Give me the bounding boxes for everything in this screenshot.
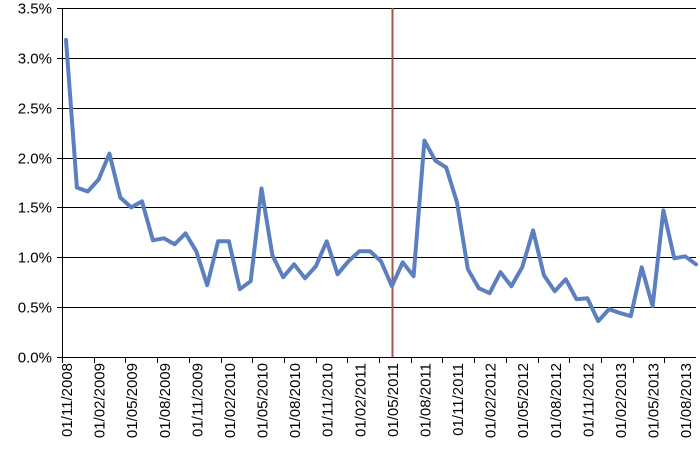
x-tick-label: 01/02/2011 (352, 363, 369, 437)
x-tick-label: 01/05/2012 (515, 363, 532, 438)
y-tick-label: 2.0% (18, 151, 52, 168)
x-tick-label: 01/05/2010 (255, 363, 272, 438)
y-tick-label: 1.0% (18, 250, 52, 267)
x-tick-label: 01/05/2009 (124, 363, 141, 438)
y-tick-label: 2.5% (18, 101, 52, 118)
x-tick-label: 01/05/2011 (385, 363, 402, 437)
x-tick-label: 01/11/2009 (189, 363, 206, 437)
x-tick-label: 01/02/2012 (483, 363, 500, 438)
y-tick-label: 3.5% (18, 1, 52, 18)
x-tick-label: 01/11/2012 (580, 363, 597, 437)
y-tick-labels: 0.0% 0.5% 1.0% 1.5% 2.0% 2.5% 3.0% 3.5% (18, 1, 52, 367)
x-tick-label: 01/08/2011 (417, 363, 434, 437)
y-tick-label: 0.5% (18, 300, 52, 317)
x-tick-label: 01/02/2010 (222, 363, 239, 438)
x-tick-label: 01/08/2010 (287, 363, 304, 438)
axis-layer (57, 8, 696, 363)
series-layer (64, 37, 698, 324)
y-tick-label: 0.0% (18, 350, 52, 367)
x-tick-label: 01/11/2008 (59, 363, 76, 437)
series-line (64, 37, 698, 324)
x-tick-label: 01/02/2009 (92, 363, 109, 438)
x-tick-label: 01/08/2012 (548, 363, 565, 438)
x-tick-label: 01/11/2011 (450, 363, 467, 436)
x-tick-label: 01/08/2009 (157, 363, 174, 438)
x-tick-labels: 01/11/2008 01/02/2009 01/05/2009 01/08/2009… (59, 363, 695, 438)
y-tick-label: 3.0% (18, 51, 52, 68)
x-tick-label: 01/02/2013 (613, 363, 630, 438)
x-tick-label: 01/08/2013 (678, 363, 695, 438)
x-tick-label: 01/05/2013 (646, 363, 663, 438)
grid-layer (62, 8, 696, 308)
x-tick-label: 01/11/2010 (320, 363, 337, 437)
y-tick-label: 1.5% (18, 200, 52, 217)
